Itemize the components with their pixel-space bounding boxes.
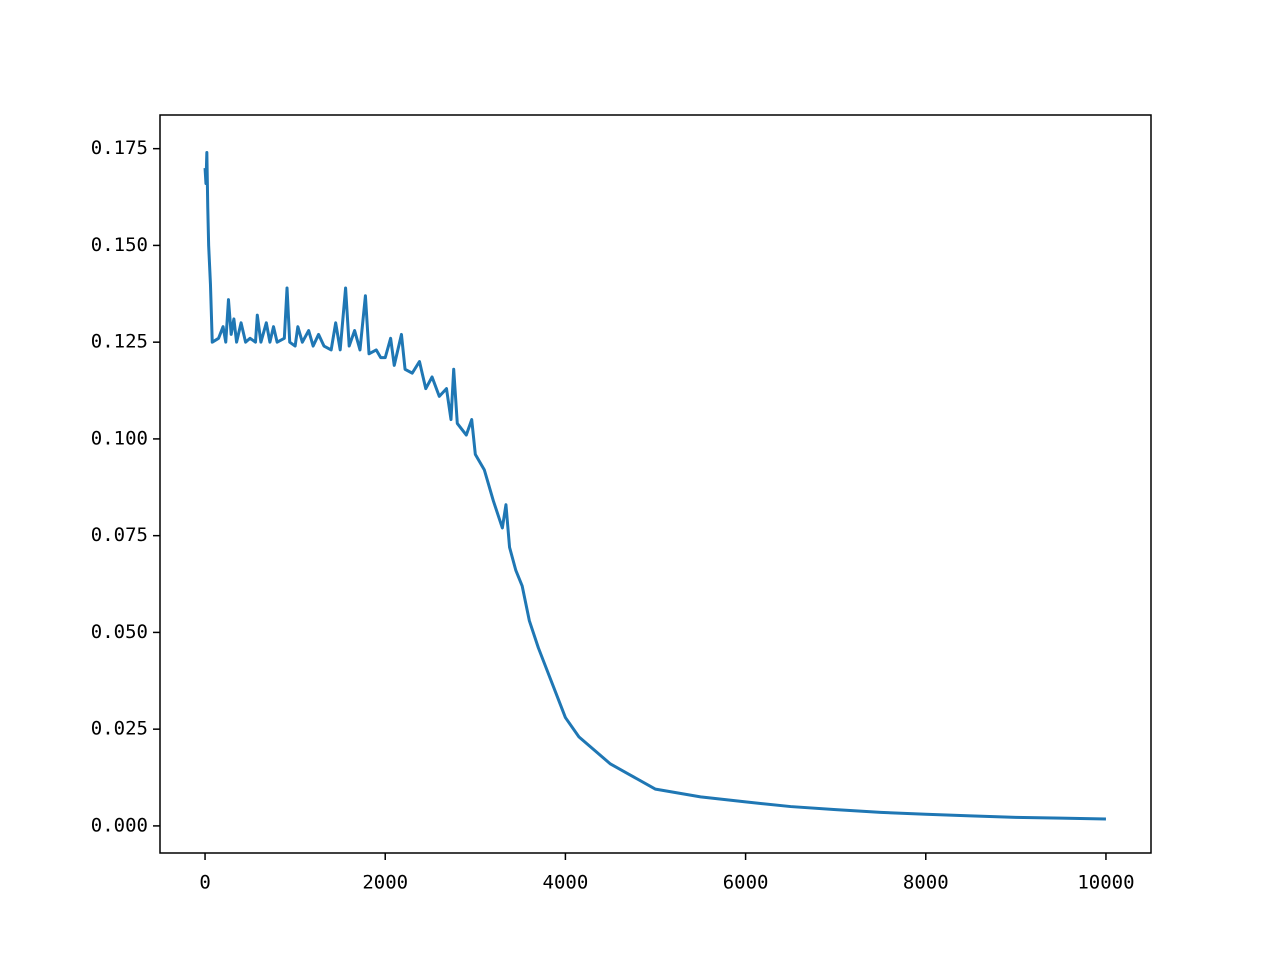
- plot-frame: [159, 114, 1152, 854]
- y-tick-label: 0.075: [91, 524, 148, 546]
- y-tick-label: 0.150: [91, 234, 148, 256]
- x-tick-label: 2000: [362, 872, 408, 894]
- y-tick-label: 0.100: [91, 427, 148, 449]
- y-tick-label: 0.125: [91, 331, 148, 353]
- data-line: [203, 151, 1106, 821]
- y-tick-label: 0.050: [91, 621, 148, 643]
- y-tick-label: 0.025: [91, 718, 148, 740]
- x-tick-label: 10000: [1077, 872, 1134, 894]
- x-tick-label: 4000: [543, 872, 589, 894]
- x-tick-label: 8000: [903, 872, 949, 894]
- y-tick-label: 0.000: [91, 814, 148, 836]
- x-tick-label: 0: [199, 872, 210, 894]
- x-tick-label: 6000: [723, 872, 769, 894]
- y-tick-label: 0.175: [91, 137, 148, 159]
